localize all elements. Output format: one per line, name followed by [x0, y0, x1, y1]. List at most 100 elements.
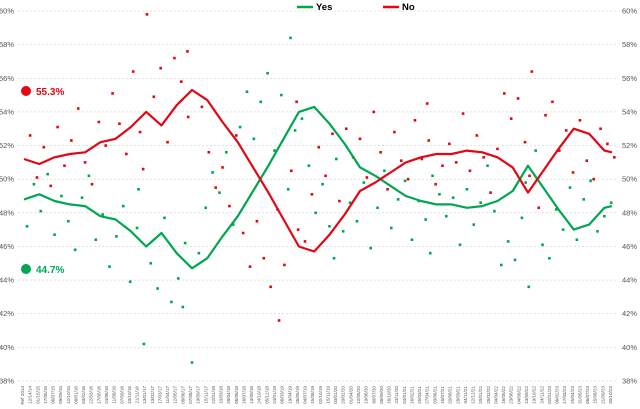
yes-end-label: 44.7% — [36, 265, 64, 276]
poll-point — [355, 219, 359, 223]
poll-point — [70, 139, 73, 142]
poll-point — [289, 169, 293, 173]
x-tick-label: 06/02/23 — [555, 386, 560, 404]
x-tick-label: 24/06/16 — [104, 386, 109, 404]
x-tick-label: 28/04/18 — [226, 386, 231, 404]
poll-point — [125, 152, 128, 156]
poll-point — [534, 149, 537, 152]
poll-point — [606, 142, 609, 146]
x-tick-label: 03/01/20 — [333, 386, 338, 404]
x-tick-label: 02/10/19 — [318, 386, 323, 404]
poll-point — [101, 213, 104, 216]
y-tick-label-right: 52% — [622, 141, 637, 150]
poll-point — [115, 235, 118, 238]
poll-point — [424, 218, 427, 221]
poll-point — [56, 125, 59, 129]
poll-point — [376, 206, 379, 210]
x-tick-label: 27/04/21 — [425, 386, 430, 404]
x-tick-label: 19/09/17 — [196, 386, 201, 404]
x-tick-label: 15/11/19 — [325, 386, 330, 404]
poll-point — [561, 228, 565, 231]
poll-point — [152, 95, 156, 99]
x-tick-label: 26/05/19 — [295, 386, 300, 404]
poll-point — [228, 204, 231, 208]
poll-point — [413, 119, 417, 122]
x-tick-label: 20/08/21 — [448, 386, 453, 404]
x-tick-label: 23/11/20 — [394, 386, 399, 404]
poll-point — [283, 263, 286, 267]
poll-point — [406, 177, 410, 181]
poll-point — [341, 230, 345, 233]
x-tick-label: 06/07/15 — [51, 386, 56, 404]
x-tick-label: 08/01/16 — [73, 386, 78, 404]
series-lines — [23, 88, 613, 270]
x-tick-label: 20/01/22 — [478, 386, 483, 404]
legend-yes-label: Yes — [316, 2, 332, 13]
x-tick-label: 12/14/14 — [28, 386, 33, 404]
no-end-marker — [21, 86, 31, 96]
poll-point — [176, 277, 180, 280]
x-tick-label: 17/03/23 — [562, 386, 567, 404]
poll-point — [296, 228, 300, 231]
y-tick-label-left: 46% — [0, 242, 14, 251]
x-axis-tick-labels: Ref 2014 12/14/14 01/15/15 17/05/15 06/07/15… — [20, 386, 613, 405]
x-tick-label: 15/08/23 — [593, 386, 598, 404]
poll-point — [348, 201, 352, 205]
poll-point — [183, 241, 187, 245]
series-line-no — [23, 88, 613, 253]
x-tick-label: 19/10/22 — [532, 386, 537, 404]
x-tick-label: 12/10/15 — [66, 386, 71, 404]
poll-point — [76, 107, 80, 110]
poll-point — [523, 140, 527, 144]
poll-point — [295, 100, 298, 104]
poll-point — [332, 256, 336, 260]
poll-point — [331, 132, 334, 136]
poll-point — [66, 219, 70, 223]
poll-point — [73, 248, 77, 252]
poll-point — [277, 319, 281, 322]
x-tick-label: 16/02/21 — [409, 386, 414, 404]
poll-point — [159, 66, 162, 70]
x-tick-label: 21/09/23 — [600, 386, 605, 404]
poll-point — [472, 223, 476, 226]
x-tick-label: 24/01/19 — [272, 386, 277, 404]
y-tick-label-right: 50% — [622, 175, 637, 184]
poll-point — [441, 164, 444, 168]
poll-point — [520, 216, 524, 220]
poll-point — [458, 243, 462, 247]
poll-point — [259, 100, 263, 104]
poll-point — [383, 169, 386, 173]
poll-point — [266, 71, 269, 75]
x-tick-label: 17/05/16 — [96, 386, 101, 404]
poll-point — [427, 139, 431, 142]
poll-point — [218, 191, 221, 194]
poll-point — [465, 187, 469, 191]
poll-point — [231, 223, 235, 226]
poll-point — [612, 156, 616, 159]
poll-point — [197, 251, 201, 255]
no-end-label: 55.3% — [36, 87, 64, 98]
poll-point — [245, 90, 249, 94]
poll-point — [307, 164, 311, 168]
x-tick-label: 01/04/20 — [348, 386, 353, 404]
poll-point — [393, 130, 396, 134]
poll-point — [128, 280, 132, 284]
x-tick-label: 13/09/22 — [524, 386, 529, 404]
x-tick-label: 03/06/21 — [432, 386, 437, 404]
poll-point — [396, 198, 400, 201]
poll-point — [32, 182, 36, 186]
x-tick-label: 07/08/17 — [188, 386, 193, 404]
x-tick-label: 11/08/16 — [112, 386, 117, 404]
poll-point — [596, 230, 599, 233]
y-tick-label-left: 44% — [0, 276, 14, 285]
x-tick-label: 15/11/17 — [203, 386, 208, 404]
poll-point — [585, 159, 589, 162]
poll-point — [238, 125, 242, 129]
x-tick-label: 12/12/21 — [471, 386, 476, 404]
poll-point — [548, 256, 551, 260]
x-tick-label: 17/03/17 — [157, 386, 162, 404]
y-tick-label-right: 38% — [622, 377, 637, 386]
x-tick-label: 04/04/22 — [493, 386, 498, 404]
poll-point — [503, 92, 506, 95]
y-tick-label-left: 52% — [0, 141, 14, 150]
